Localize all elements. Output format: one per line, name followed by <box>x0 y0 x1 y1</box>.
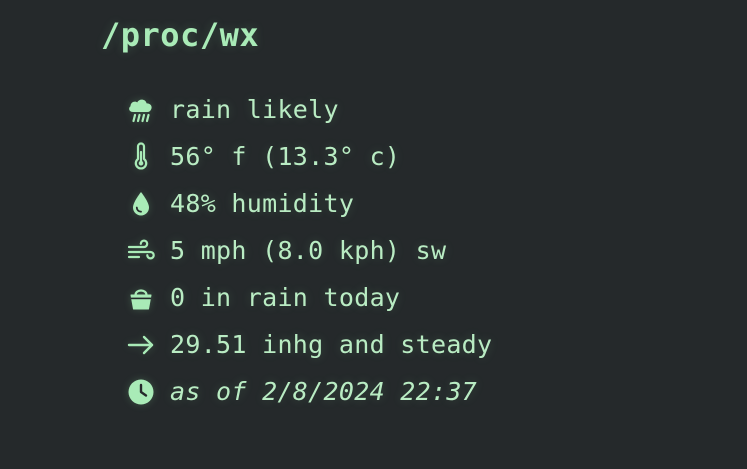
rainfall-text: 0 in rain today <box>170 283 401 312</box>
weather-row-timestamp: as of 2/8/2024 22:37 <box>126 368 726 415</box>
humidity-text: 48% humidity <box>170 189 355 218</box>
clock-icon <box>126 377 156 407</box>
weather-row-pressure: 29.51 inhg and steady <box>126 321 726 368</box>
pressure-text: 29.51 inhg and steady <box>170 330 493 359</box>
timestamp-text: as of 2/8/2024 22:37 <box>170 377 478 406</box>
weather-row-wind: 5 mph (8.0 kph) sw <box>126 227 726 274</box>
wind-icon <box>126 236 156 266</box>
weather-row-humidity: 48% humidity <box>126 180 726 227</box>
rain-cloud-icon <box>126 95 156 125</box>
arrow-right-icon <box>126 330 156 360</box>
thermometer-icon <box>126 141 156 172</box>
bucket-icon <box>126 283 156 313</box>
weather-row-conditions: rain likely <box>126 86 726 133</box>
weather-list: rain likely 56° f (13.3° c) 48% humidity <box>126 86 726 415</box>
wind-text: 5 mph (8.0 kph) sw <box>170 236 447 265</box>
conditions-text: rain likely <box>170 95 339 124</box>
page-title: /proc/wx <box>101 16 260 54</box>
weather-row-temperature: 56° f (13.3° c) <box>126 133 726 180</box>
temperature-text: 56° f (13.3° c) <box>170 142 401 171</box>
droplet-icon <box>126 189 156 219</box>
weather-row-rainfall: 0 in rain today <box>126 274 726 321</box>
